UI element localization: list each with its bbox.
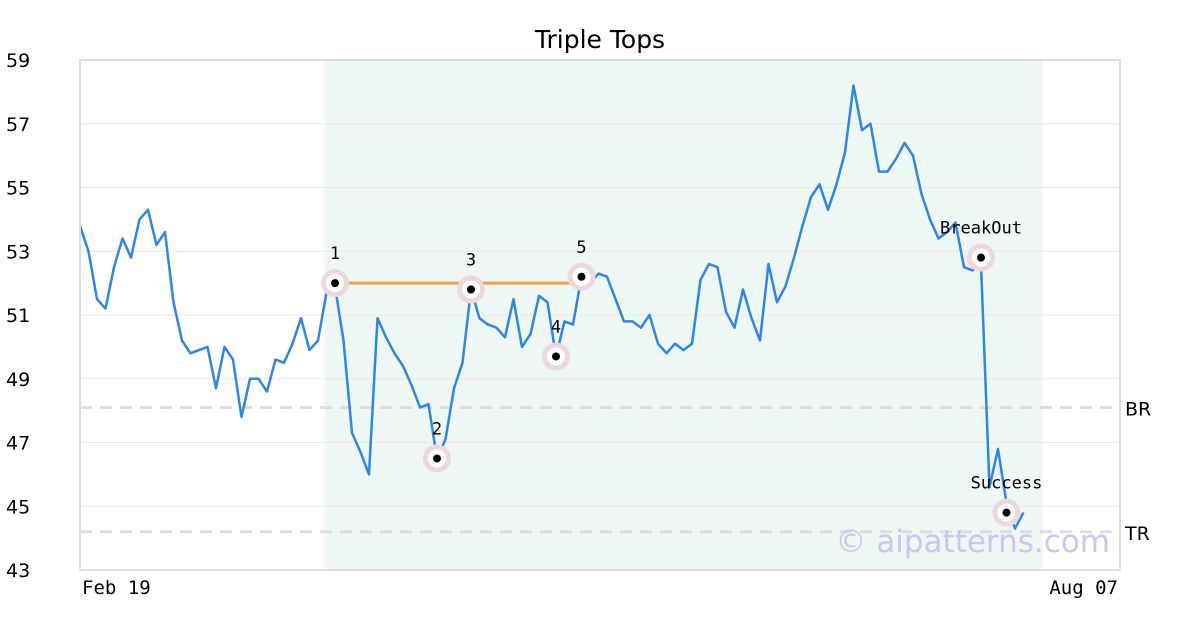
marker-label: 2	[432, 419, 442, 439]
pattern-marker: 2	[423, 419, 451, 473]
plot-frame	[79, 59, 1121, 571]
marker-dot	[977, 253, 985, 262]
marker-dot	[1002, 508, 1011, 517]
y-tick-label: 51	[6, 305, 30, 327]
gridlines	[80, 59, 1120, 571]
y-axis-ticks: 43 45 47 49 51 53 55 57 59	[6, 50, 30, 582]
x-tick-label: Feb 19	[82, 577, 151, 599]
marker-label: BreakOut	[940, 219, 1022, 239]
marker-label: 1	[330, 244, 340, 264]
y-tick-label: 47	[6, 433, 30, 455]
pattern-marker: 5	[567, 238, 596, 291]
chart-title: Triple Tops	[534, 25, 665, 54]
x-axis-ticks: Feb 19 Aug 07	[82, 577, 1118, 599]
y-tick-label: 49	[6, 369, 30, 391]
y-tick-label: 53	[6, 241, 30, 263]
level-lines: BR TR	[80, 398, 1151, 545]
marker-label: Success	[971, 474, 1043, 494]
watermark: © aipatterns.com	[835, 524, 1110, 560]
x-tick-label: Aug 07	[1049, 577, 1118, 599]
y-tick-label: 45	[6, 496, 30, 518]
marker-dot	[552, 352, 560, 361]
pattern-marker: 4	[542, 317, 570, 371]
marker-dot	[577, 272, 586, 281]
marker-dot	[331, 279, 339, 288]
pattern-marker: 3	[457, 251, 485, 304]
marker-label: 3	[466, 251, 476, 271]
pattern-marker: Success	[971, 474, 1043, 527]
y-tick-label: 59	[6, 50, 30, 72]
pattern-marker: 1	[321, 244, 349, 298]
pattern-marker: BreakOut	[940, 219, 1022, 272]
level-label: TR	[1124, 523, 1150, 545]
marker-label: 4	[551, 317, 561, 337]
y-tick-label: 43	[6, 560, 30, 582]
marker-dot	[433, 454, 441, 463]
y-tick-label: 57	[6, 114, 30, 136]
pattern-markers: 1 2 3 4 5 BreakOut Success	[321, 219, 1042, 527]
marker-dot	[467, 285, 475, 294]
marker-label: 5	[576, 238, 586, 258]
y-tick-label: 55	[6, 178, 30, 200]
level-label: BR	[1125, 398, 1151, 420]
price-series-line	[78, 84, 1025, 530]
